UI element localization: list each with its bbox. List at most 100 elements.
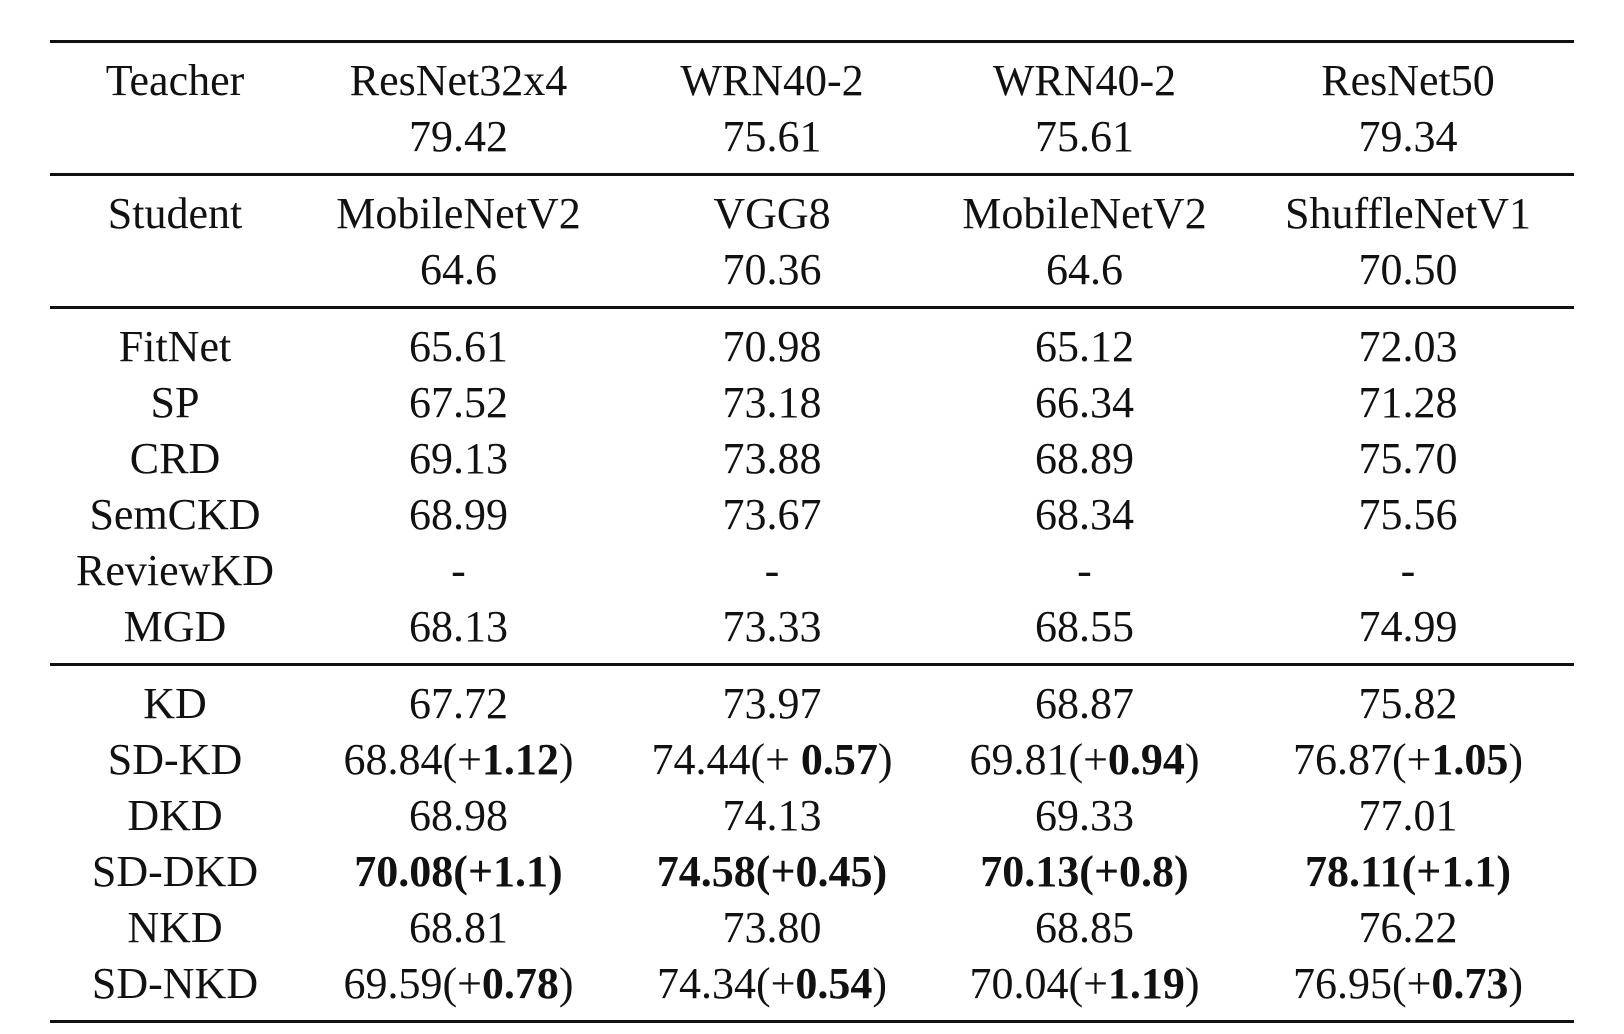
method-name: SemCKD: [89, 490, 261, 539]
teacher-row: Teacher ResNet32x4 79.42 WRN40-2 75.61 WRN…: [50, 40, 1574, 175]
table-body: Teacher ResNet32x4 79.42 WRN40-2 75.61 WRN…: [50, 40, 1574, 308]
accuracy-cell: 74.58(+0.45): [617, 844, 927, 900]
gain-prefix: (+: [1068, 735, 1108, 784]
gain-prefix: (+: [1391, 959, 1432, 1008]
accuracy-value: 68.87: [1035, 679, 1134, 728]
student-model: ShuffleNetV1: [1284, 189, 1532, 238]
accuracy-value: 76.95: [1292, 959, 1392, 1008]
accuracy-value: 73.97: [722, 679, 822, 728]
accuracy-cell: -: [1077, 546, 1092, 595]
accuracy-cell: 68.99: [409, 490, 508, 539]
table-row: KD 67.72 73.97 68.87 75.82: [50, 663, 1574, 732]
accuracy-value: 74.13: [722, 791, 822, 840]
gain-prefix: (+: [1068, 959, 1108, 1008]
accuracy-value: 77.01: [1358, 791, 1458, 840]
accuracy-cell: 73.88: [722, 434, 822, 483]
accuracy-cell: 77.01: [1242, 788, 1574, 844]
accuracy-cell: 75.56: [1358, 490, 1458, 539]
accuracy-cell: -: [1400, 546, 1416, 595]
accuracy-value: 76.87: [1292, 735, 1392, 784]
gain-value: 0.45: [795, 847, 873, 896]
accuracy-cell: 74.34(+0.54): [617, 956, 927, 1023]
table-row: ReviewKD - - - -: [50, 543, 1574, 599]
gain-suffix: ): [872, 959, 888, 1008]
accuracy-value: 76.22: [1358, 903, 1458, 952]
logit-methods-section: KD 67.72 73.97 68.87 75.82 SD-KD 68.84(+1.12) 7…: [50, 663, 1574, 1023]
student-model: MobileNetV2: [336, 189, 581, 238]
student-accuracy: 70.36: [722, 245, 822, 294]
results-table: Teacher ResNet32x4 79.42 WRN40-2 75.61 WRN…: [50, 40, 1574, 1023]
accuracy-cell: 66.34: [1035, 378, 1134, 427]
gain-value: 1.05: [1431, 735, 1509, 784]
student-model: MobileNetV2: [962, 189, 1207, 238]
teacher-accuracy: 79.34: [1358, 112, 1458, 161]
accuracy-cell: 68.87: [927, 663, 1242, 732]
accuracy-value: 73.80: [722, 903, 822, 952]
teacher-model: WRN40-2: [680, 56, 864, 105]
gain-value: 0.73: [1431, 959, 1509, 1008]
gain-suffix: ): [1184, 735, 1200, 784]
gain-value: 1.1: [493, 847, 549, 896]
gain-value: 1.19: [1107, 959, 1185, 1008]
accuracy-cell: 68.55: [1035, 602, 1134, 651]
student-accuracy: 64.6: [1046, 245, 1123, 294]
accuracy-value: 70.13: [980, 847, 1080, 896]
student-accuracy: 64.6: [420, 245, 497, 294]
teacher-accuracy: 75.61: [1035, 112, 1134, 161]
teacher-cell: ResNet32x4 79.42: [300, 40, 617, 175]
accuracy-value: 69.81: [969, 735, 1069, 784]
accuracy-cell: 67.52: [409, 378, 508, 427]
accuracy-cell: 69.81(+0.94): [927, 732, 1242, 788]
teacher-cell: WRN40-2 75.61: [927, 40, 1242, 175]
accuracy-cell: 72.03: [1242, 306, 1574, 375]
gain-prefix: (+: [442, 959, 482, 1008]
accuracy-value: 74.34: [656, 959, 756, 1008]
gain-suffix: ): [1184, 959, 1200, 1008]
accuracy-cell: 75.82: [1242, 663, 1574, 732]
accuracy-value: 78.11: [1305, 847, 1402, 896]
accuracy-cell: 71.28: [1358, 378, 1458, 427]
accuracy-cell: 73.33: [722, 602, 822, 651]
accuracy-value: 68.85: [1035, 903, 1134, 952]
gain-suffix: ): [877, 735, 893, 784]
gain-suffix: ): [558, 735, 574, 784]
row-label: Student: [50, 173, 300, 308]
gain-suffix: ): [872, 847, 888, 896]
method-name: KD: [50, 663, 300, 732]
method-name: MGD: [123, 602, 227, 651]
accuracy-cell: 74.44(+ 0.57): [617, 732, 927, 788]
gain-prefix: (+: [1079, 847, 1120, 896]
gain-suffix: ): [1174, 847, 1189, 896]
gain-suffix: ): [548, 847, 563, 896]
best-result: 70.08(+1.1): [354, 847, 562, 896]
gain-prefix: (+: [1391, 735, 1432, 784]
teacher-accuracy: 75.61: [722, 112, 822, 161]
table-row: MGD 68.13 73.33 68.55 74.99: [50, 599, 1574, 665]
accuracy-cell: 68.84(+1.12): [300, 732, 617, 788]
accuracy-cell: 68.85: [927, 900, 1242, 956]
accuracy-cell: 70.04(+1.19): [927, 956, 1242, 1023]
gain-suffix: ): [1508, 735, 1524, 784]
accuracy-value: 68.84: [343, 735, 443, 784]
best-result: 70.13(+0.8): [980, 847, 1188, 896]
accuracy-cell: 78.11(+1.1): [1242, 844, 1574, 900]
accuracy-cell: 73.97: [617, 663, 927, 732]
accuracy-value: 67.72: [409, 679, 508, 728]
accuracy-cell: 69.33: [927, 788, 1242, 844]
accuracy-cell: 76.95(+0.73): [1242, 956, 1574, 1023]
gain-value: 0.57: [800, 735, 878, 784]
method-name: SD-NKD: [50, 956, 300, 1023]
teacher-model: ResNet32x4: [349, 56, 568, 105]
accuracy-cell: 74.13: [617, 788, 927, 844]
gain-suffix: ): [558, 959, 574, 1008]
feature-methods-section: FitNet 65.61 70.98 65.12 72.03 SP 67.52 73.18 66…: [50, 306, 1574, 665]
table-row: CRD 69.13 73.88 68.89 75.70: [50, 431, 1574, 487]
method-name: FitNet: [50, 306, 300, 375]
teacher-model: WRN40-2: [992, 56, 1177, 105]
table-row: DKD 68.98 74.13 69.33 77.01: [50, 788, 1574, 844]
accuracy-cell: 68.98: [300, 788, 617, 844]
method-name: SD-KD: [107, 735, 243, 784]
table-row: SemCKD 68.99 73.67 68.34 75.56: [50, 487, 1574, 543]
student-cell: MobileNetV2 64.6: [300, 173, 617, 308]
accuracy-cell: 65.61: [300, 306, 617, 375]
